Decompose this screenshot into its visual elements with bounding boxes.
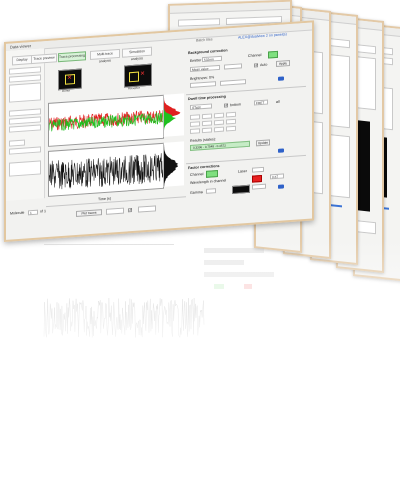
left-dock bbox=[6, 48, 45, 201]
factor-panel-title: Factor corrections bbox=[188, 163, 220, 171]
dwell-param-cell[interactable] bbox=[214, 112, 224, 119]
acceptor-histogram bbox=[164, 94, 176, 137]
fret-trace bbox=[49, 153, 163, 190]
factor-laser-select[interactable] bbox=[252, 166, 264, 173]
refresh-icon[interactable] bbox=[278, 184, 284, 189]
fret-histogram-bars bbox=[164, 142, 179, 187]
dock-file-field[interactable] bbox=[9, 66, 41, 75]
refresh-icon[interactable] bbox=[278, 148, 284, 153]
bg-method-select[interactable]: Mean value bbox=[190, 64, 220, 72]
dock-param-4[interactable] bbox=[9, 139, 25, 147]
dwell-update-button[interactable]: Update bbox=[256, 139, 270, 147]
dock-param-3[interactable] bbox=[9, 124, 41, 133]
dwell-method-select[interactable]: STaSI bbox=[190, 103, 212, 110]
intensity-histogram bbox=[163, 93, 184, 137]
dwell-param-cell[interactable] bbox=[214, 126, 224, 133]
dwell-param-cell[interactable] bbox=[202, 113, 212, 120]
main-window: Data viewer Batch files ALEX@dualview 2 … bbox=[4, 20, 314, 242]
contrast-field[interactable] bbox=[220, 79, 246, 86]
dwell-bottom-label: bottom bbox=[230, 102, 241, 108]
dwell-state-select[interactable]: FRET bbox=[254, 99, 268, 106]
tab-multi-trace[interactable]: Multi-trace analysis bbox=[90, 48, 120, 63]
dwell-param-cell[interactable] bbox=[190, 128, 200, 134]
dwell-param-cell[interactable] bbox=[226, 118, 236, 125]
dock-file-field-2[interactable] bbox=[9, 74, 41, 83]
roi-donor-image[interactable]: ✕ bbox=[58, 68, 82, 91]
plot-option-1[interactable] bbox=[106, 207, 124, 215]
factor-gamma-field[interactable]: 0.67 bbox=[270, 173, 284, 180]
dwell-param-cell[interactable] bbox=[226, 111, 236, 118]
factor-wavelength-label: Wavelength in channel bbox=[190, 178, 227, 185]
plot-option-2[interactable] bbox=[138, 205, 156, 213]
bg-auto-label: Auto bbox=[260, 62, 268, 68]
roi-marker-icon: ✕ bbox=[67, 75, 73, 82]
refresh-icon[interactable] bbox=[278, 76, 284, 81]
dock-file-list[interactable] bbox=[9, 82, 41, 103]
dwell-param-cell[interactable] bbox=[202, 127, 212, 134]
dock-param-2[interactable] bbox=[9, 116, 41, 125]
dwell-param-cell[interactable] bbox=[226, 125, 236, 132]
dwell-panel-title: Dwell time processing bbox=[188, 94, 226, 102]
molecule-total: of 1 bbox=[40, 209, 46, 214]
factor-channel-chip[interactable] bbox=[206, 170, 218, 178]
tab-trace-preview[interactable]: Trace preview bbox=[31, 53, 57, 65]
roi-marker-icon: ✕ bbox=[140, 71, 146, 78]
dwell-all-label: all bbox=[276, 99, 280, 104]
intensity-trace-svg bbox=[49, 110, 163, 132]
factor-laser-label: Laser bbox=[238, 169, 247, 174]
factor-gamma-label: Gamma bbox=[190, 190, 203, 195]
factor-preview-image bbox=[232, 184, 250, 195]
bg-apply-button[interactable]: Apply bbox=[276, 60, 290, 67]
dock-param-5[interactable] bbox=[9, 146, 41, 155]
checkbox-icon[interactable] bbox=[254, 63, 258, 68]
tab-display[interactable]: Display bbox=[12, 55, 32, 66]
roi-acceptor-image[interactable]: ✕ bbox=[124, 63, 152, 88]
brightness-label: Brightness: 0% bbox=[190, 75, 215, 81]
dwell-param-cell[interactable] bbox=[214, 119, 224, 126]
plot-traces-button[interactable]: Plot traces bbox=[76, 209, 102, 217]
factor-wavelength-chip[interactable] bbox=[252, 174, 262, 183]
dwell-param-cell[interactable] bbox=[202, 120, 212, 127]
roi-donor-caption: Donor bbox=[62, 88, 71, 93]
batch-files-link[interactable]: Batch files bbox=[196, 37, 213, 43]
dwell-param-cell[interactable] bbox=[190, 121, 200, 127]
factor-extra-field[interactable] bbox=[252, 183, 266, 190]
checkbox-icon[interactable] bbox=[224, 103, 228, 108]
tab-simulation[interactable]: Simulation analysis bbox=[122, 46, 152, 61]
brightness-field[interactable] bbox=[190, 81, 216, 88]
dock-param-6[interactable] bbox=[9, 160, 41, 177]
fret-trace-svg bbox=[49, 153, 163, 190]
dock-param-1[interactable] bbox=[9, 108, 41, 117]
roi-acceptor-caption: Acceptor bbox=[128, 85, 140, 91]
molecule-counter[interactable]: 1 bbox=[28, 209, 38, 216]
donor-histogram bbox=[164, 94, 181, 137]
acceptor-trace bbox=[49, 112, 163, 132]
dwell-param-cell[interactable] bbox=[190, 114, 200, 120]
tab-trace-processing[interactable]: Trace processing bbox=[58, 51, 86, 63]
channel-color-chip[interactable] bbox=[268, 50, 278, 59]
molecule-label: Molecule bbox=[10, 210, 25, 216]
bg-value-field[interactable] bbox=[224, 63, 242, 70]
intensity-trace-plot[interactable] bbox=[48, 94, 164, 147]
background-panel-title: Background correction bbox=[188, 48, 228, 56]
emitter-select[interactable]: 532nm bbox=[202, 55, 222, 63]
dwell-results-label: Results (states): bbox=[190, 137, 216, 143]
checkbox-icon[interactable] bbox=[128, 208, 132, 213]
factor-channel-label: Channel bbox=[190, 172, 204, 177]
factor-gamma-input[interactable] bbox=[206, 188, 216, 194]
reflection-fade bbox=[0, 238, 400, 487]
fret-trace-plot[interactable] bbox=[48, 142, 164, 197]
roi-selection-box bbox=[129, 71, 139, 83]
emitter-label: Emitter bbox=[190, 58, 202, 63]
channel-label: Channel bbox=[248, 53, 262, 58]
fret-histogram bbox=[163, 141, 184, 187]
